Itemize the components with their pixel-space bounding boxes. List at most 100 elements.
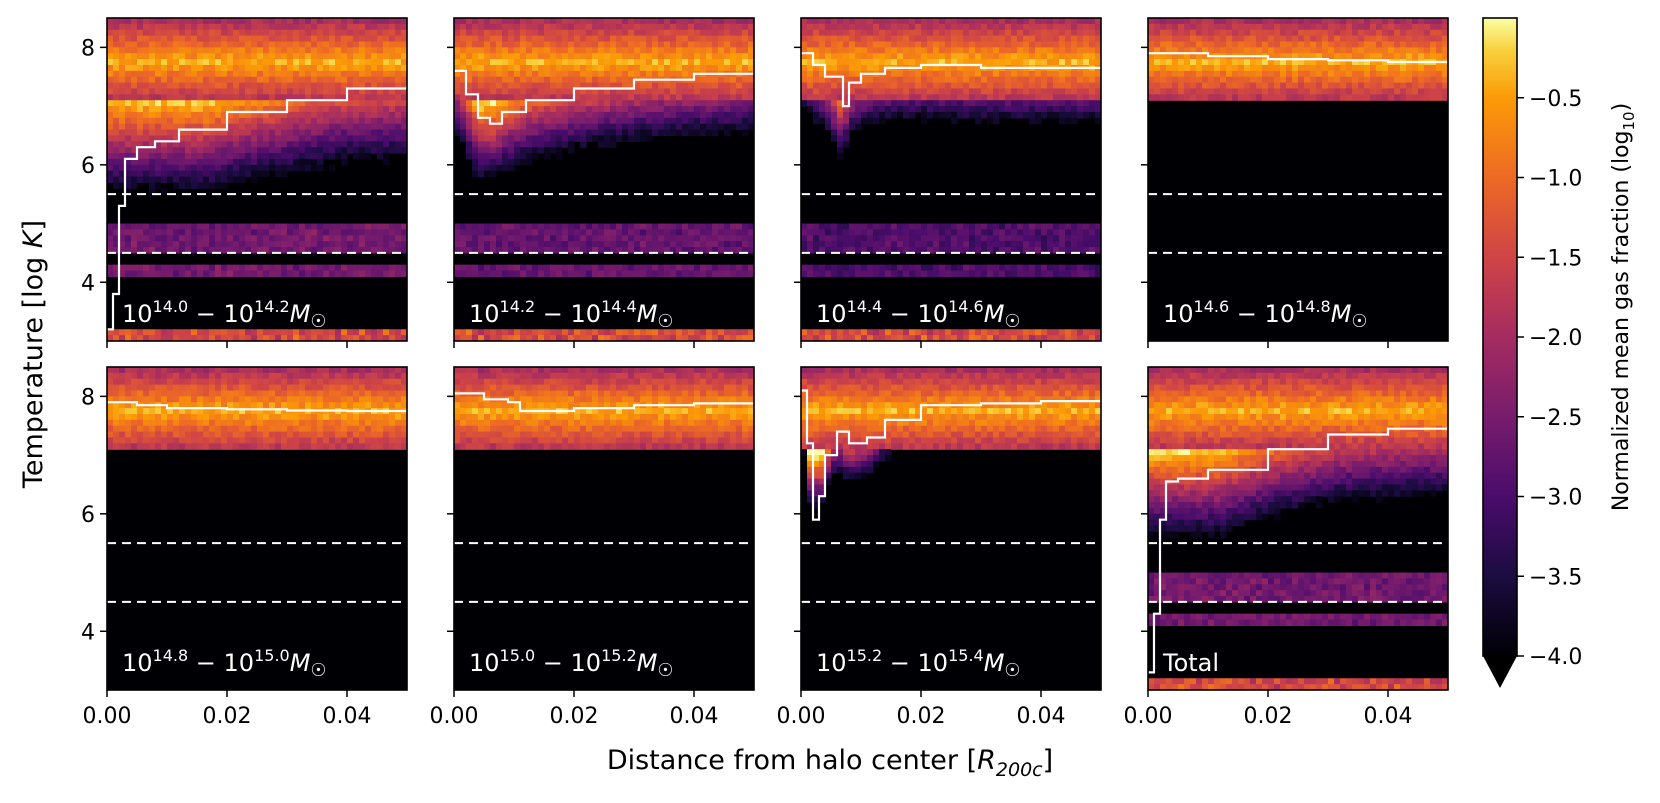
heatmap-cell — [472, 35, 479, 43]
heatmap-cell — [861, 247, 868, 254]
heatmap-cell — [185, 76, 192, 84]
heatmap-cell — [748, 235, 754, 242]
heatmap-cell — [377, 41, 384, 48]
heatmap-cell — [634, 106, 641, 113]
heatmap-cell — [825, 59, 832, 66]
heatmap-cell — [209, 164, 216, 172]
heatmap-cell — [921, 70, 928, 78]
heatmap-cell — [490, 41, 497, 48]
heatmap-cell — [353, 123, 360, 131]
heatmap-cell — [251, 229, 258, 236]
heatmap-cell — [119, 141, 126, 148]
heatmap-cell — [221, 100, 228, 107]
heatmap-cell — [538, 270, 545, 277]
heatmap-cell — [1005, 94, 1012, 101]
heatmap-cell — [335, 53, 342, 60]
heatmap-cell — [460, 247, 467, 254]
heatmap-cell — [1095, 59, 1101, 66]
heatmap-cell — [957, 229, 964, 236]
heatmap-cell — [466, 270, 473, 277]
heatmap-cell — [341, 64, 348, 72]
heatmap-cell — [837, 23, 844, 31]
heatmap-cell — [371, 47, 378, 54]
heatmap-cell — [311, 158, 318, 166]
heatmap-cell — [610, 106, 617, 113]
heatmap-cell — [891, 241, 898, 248]
heatmap-cell — [179, 247, 186, 254]
heatmap-cell — [173, 18, 180, 25]
heatmap-cell — [317, 270, 324, 277]
heatmap-cell — [245, 53, 252, 60]
heatmap-cell — [604, 123, 611, 131]
heatmap-cell — [209, 18, 216, 25]
heatmap-cell — [131, 235, 138, 242]
heatmap-cell — [1089, 241, 1096, 248]
heatmap-cell — [963, 247, 970, 254]
heatmap-cell — [951, 64, 958, 72]
heatmap-cell — [676, 23, 683, 31]
heatmap-cell — [562, 76, 569, 84]
heatmap-cell — [939, 329, 946, 336]
heatmap-cell — [933, 53, 940, 60]
heatmap-cell — [975, 29, 982, 37]
heatmap-cell — [490, 70, 497, 78]
heatmap-cell — [861, 35, 868, 43]
heatmap-cell — [197, 182, 204, 189]
heatmap-cell — [640, 23, 647, 31]
heatmap-cell — [496, 29, 503, 37]
heatmap-cell — [143, 141, 150, 148]
heatmap-cell — [119, 247, 126, 254]
heatmap-cell — [281, 88, 288, 95]
heatmap-cell — [466, 106, 473, 113]
heatmap-cell — [598, 329, 605, 336]
heatmap-cell — [508, 123, 515, 131]
heatmap-cell — [1089, 335, 1096, 341]
heatmap-cell — [161, 76, 168, 84]
heatmap-cell — [646, 106, 653, 113]
heatmap-cell — [999, 100, 1006, 107]
heatmap-cell — [855, 41, 862, 48]
heatmap-cell — [604, 94, 611, 101]
heatmap-cell — [1011, 247, 1018, 254]
heatmap-cell — [526, 59, 533, 66]
heatmap-cell — [1047, 53, 1054, 60]
heatmap-cell — [730, 64, 737, 72]
heatmap-cell — [891, 235, 898, 242]
heatmap-cell — [742, 35, 749, 43]
heatmap-cell — [580, 129, 587, 137]
heatmap-cell — [742, 59, 749, 66]
heatmap-cell — [395, 70, 402, 78]
heatmap-cell — [1035, 35, 1042, 43]
heatmap-cell — [472, 241, 479, 248]
heatmap-cell — [1190, 76, 1197, 84]
heatmap-cell — [478, 64, 485, 72]
heatmap-cell — [598, 129, 605, 137]
heatmap-cell — [197, 247, 204, 254]
heatmap-cell — [849, 59, 856, 66]
heatmap-cell — [185, 47, 192, 54]
heatmap-cell — [257, 94, 264, 101]
heatmap-cell — [1047, 29, 1054, 37]
heatmap-cell — [999, 88, 1006, 95]
heatmap-cell — [269, 153, 276, 160]
heatmap-cell — [233, 117, 240, 125]
heatmap-cell — [682, 241, 689, 248]
heatmap-cell — [191, 264, 198, 272]
heatmap-cell — [676, 117, 683, 125]
heatmap-cell — [1029, 111, 1036, 119]
heatmap-cell — [574, 241, 581, 248]
heatmap-cell — [604, 41, 611, 48]
heatmap-cell — [825, 335, 832, 341]
heatmap-cell — [843, 100, 850, 107]
heatmap-cell — [131, 88, 138, 95]
heatmap-cell — [544, 35, 551, 43]
heatmap-cell — [532, 229, 539, 236]
heatmap-cell — [1035, 111, 1042, 119]
heatmap-cell — [556, 264, 563, 272]
heatmap-cell — [478, 76, 485, 84]
heatmap-cell — [520, 23, 527, 31]
heatmap-cell — [323, 135, 330, 142]
heatmap-cell — [197, 170, 204, 178]
heatmap-cell — [209, 35, 216, 43]
heatmap-cell — [281, 158, 288, 166]
